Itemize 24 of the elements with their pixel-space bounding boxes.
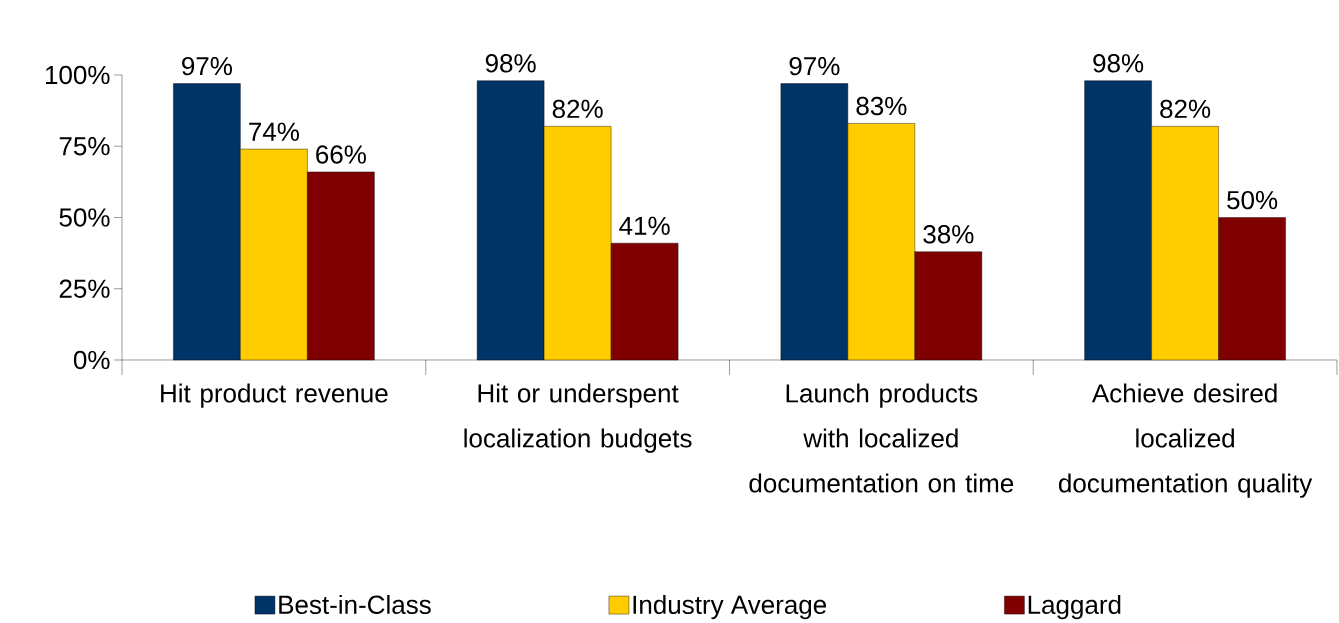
legend-label: Laggard <box>1028 594 1121 620</box>
data-label: 66% <box>316 145 366 164</box>
data-label: 41% <box>619 216 670 235</box>
x-tick-label: Launch products with localized documentation on time <box>749 383 1014 493</box>
y-tick-label: 25% <box>59 279 110 298</box>
data-label: 38% <box>923 225 974 244</box>
data-label: 97% <box>182 56 232 76</box>
data-label: 82% <box>1160 99 1211 119</box>
y-tick-label: 100% <box>45 65 110 85</box>
legend-label: Best-in-Class <box>279 594 431 615</box>
data-label: 97% <box>789 56 840 76</box>
x-tick-label: Hit product revenue <box>161 383 388 408</box>
x-tick-label: Achieve desired localized documentation quality <box>1059 383 1313 498</box>
x-tick-label: Hit or underspent localization budgets <box>464 383 692 453</box>
data-label: 74% <box>249 122 299 141</box>
data-label: 50% <box>1227 190 1278 210</box>
legend-label: Industry Average <box>633 594 827 620</box>
y-tick-label: 50% <box>59 208 110 227</box>
data-label: 98% <box>485 54 536 73</box>
y-tick-label: 75% <box>59 137 110 156</box>
data-label: 98% <box>1093 54 1144 73</box>
y-tick-label: 0% <box>73 350 110 370</box>
data-label: 82% <box>552 99 603 119</box>
data-label: 83% <box>856 96 907 116</box>
